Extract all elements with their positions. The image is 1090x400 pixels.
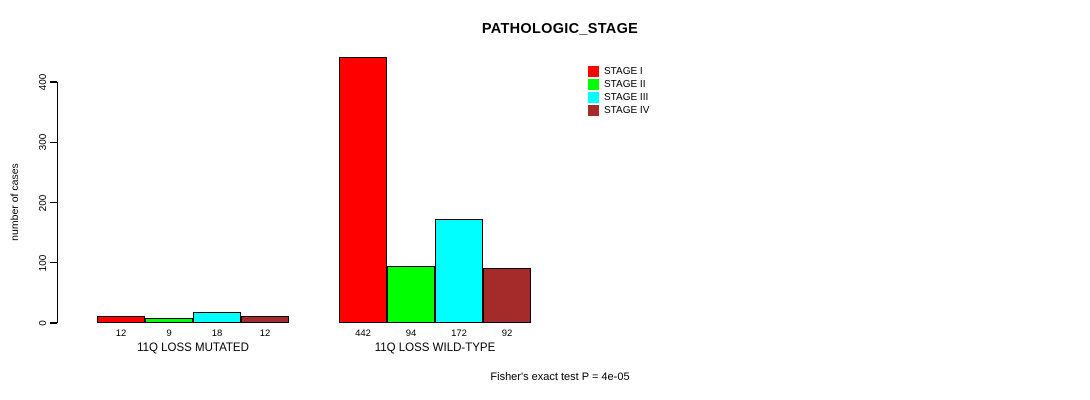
legend-swatch-stage-iv: [588, 105, 599, 116]
legend-swatch-stage-iii: [588, 92, 599, 103]
bar-value-label: 18: [211, 328, 223, 339]
legend-label: STAGE I: [604, 66, 643, 77]
bar-stage-i-11q-loss-wild-type: [339, 57, 387, 323]
legend-label: STAGE II: [604, 79, 646, 90]
bar-stage-ii-11q-loss-wild-type: [387, 266, 435, 323]
bar-stage-iv-11q-loss-wild-type: [483, 268, 531, 323]
legend-swatch-stage-ii: [588, 79, 599, 90]
category-label: 11Q LOSS MUTATED: [137, 342, 249, 354]
y-axis-tick-label: 100: [38, 254, 49, 272]
legend-item: STAGE III: [588, 92, 649, 103]
y-axis-title: number of cases: [9, 163, 21, 241]
legend-label: STAGE III: [604, 92, 649, 103]
y-axis-tick-label: 0: [38, 320, 49, 326]
bar-stage-iv-11q-loss-mutated: [241, 316, 289, 323]
bar-stage-iii-11q-loss-wild-type: [435, 219, 483, 323]
bar-value-label: 442: [355, 328, 371, 339]
chart-title: PATHOLOGIC_STAGE: [481, 21, 639, 37]
stat-annotation: Fisher's exact test P = 4e-05: [490, 371, 630, 383]
legend-item: STAGE IV: [588, 105, 649, 116]
y-axis-tick: [50, 322, 57, 324]
bar-value-label: 94: [405, 328, 417, 339]
category-label: 11Q LOSS WILD-TYPE: [374, 342, 496, 354]
bar-stage-iii-11q-loss-mutated: [193, 312, 241, 323]
y-axis-line: [57, 82, 59, 323]
y-axis-tick-label: 400: [38, 73, 49, 91]
legend-swatch-stage-i: [588, 66, 599, 77]
y-axis-tick-label: 200: [38, 194, 49, 211]
y-axis-tick: [50, 81, 57, 83]
legend-item: STAGE I: [588, 66, 649, 77]
legend-item: STAGE II: [588, 79, 649, 90]
bar-value-label: 9: [166, 328, 172, 339]
bar-value-label: 12: [115, 328, 127, 339]
y-axis-tick: [50, 262, 57, 264]
legend-label: STAGE IV: [604, 105, 650, 116]
bar-stage-ii-11q-loss-mutated: [145, 318, 193, 323]
bar-stage-i-11q-loss-mutated: [97, 316, 145, 323]
legend: STAGE I STAGE II STAGE III STAGE IV: [588, 66, 649, 118]
y-axis-tick-label: 300: [38, 133, 49, 151]
y-axis-tick: [50, 201, 57, 204]
bar-value-label: 172: [451, 328, 467, 339]
y-axis-tick: [50, 141, 57, 143]
bar-value-label: 12: [259, 328, 271, 339]
bar-value-label: 92: [501, 328, 513, 339]
